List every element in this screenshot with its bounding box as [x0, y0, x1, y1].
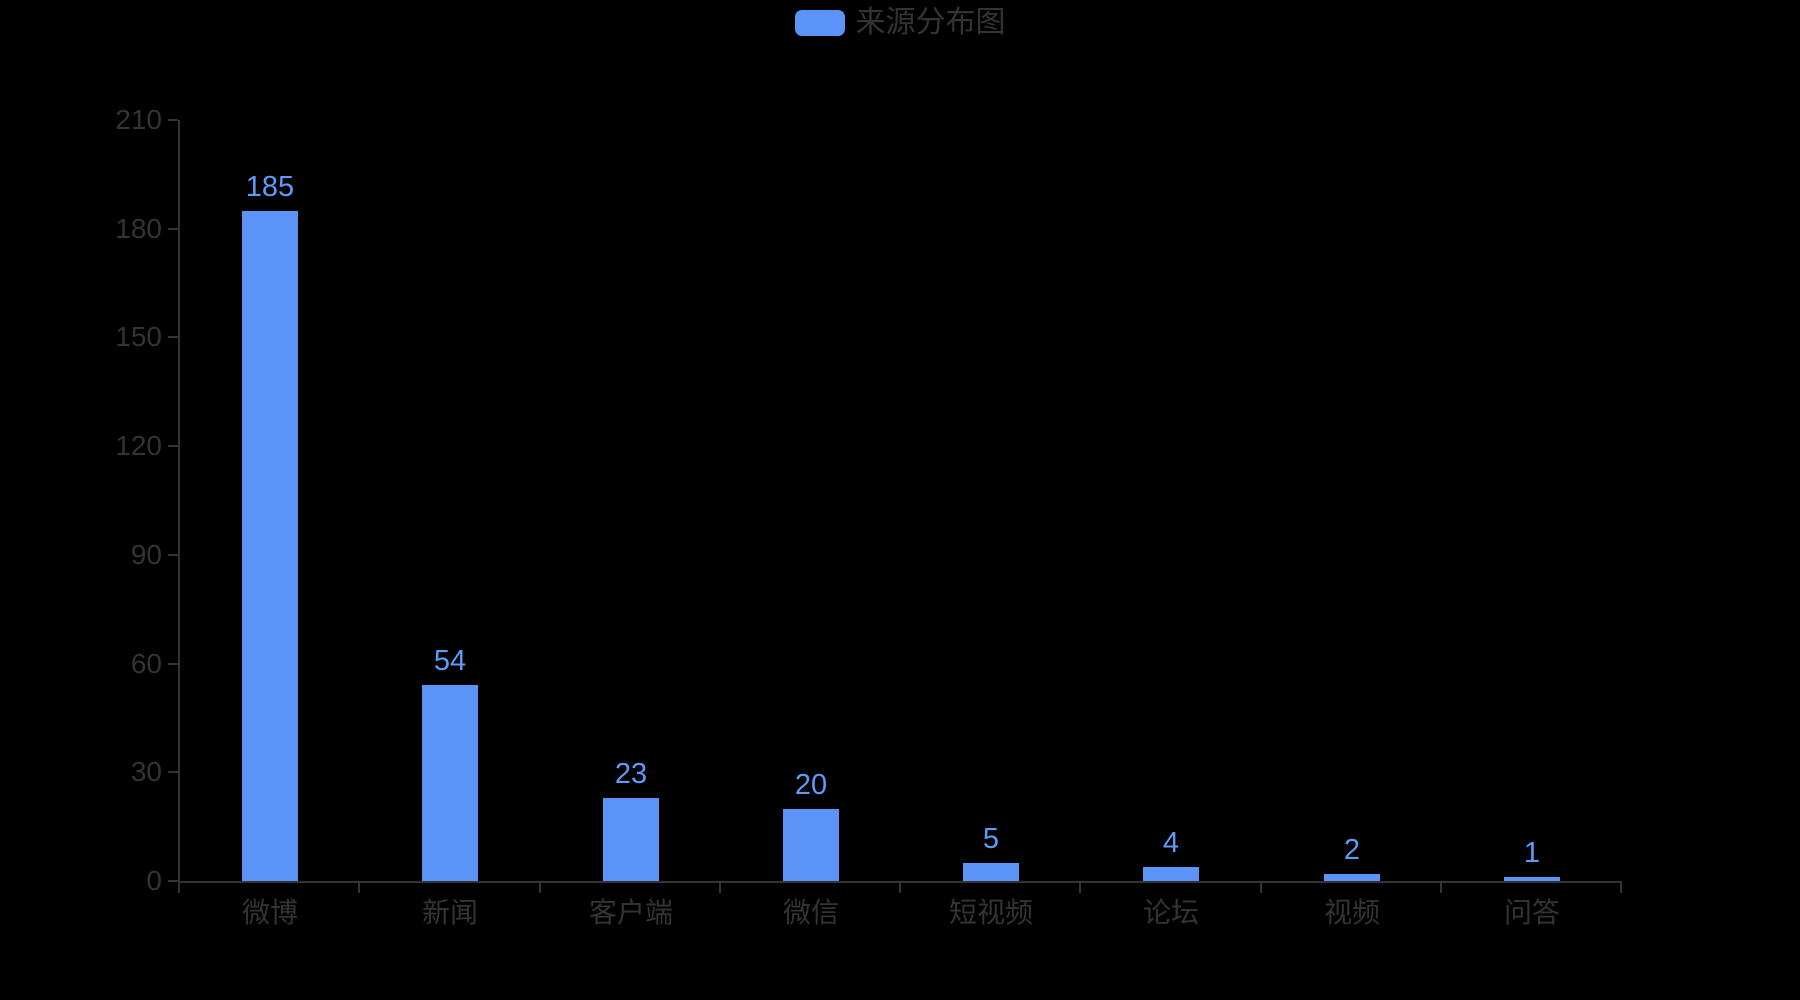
- bar[interactable]: [1504, 877, 1560, 881]
- x-category-label[interactable]: 微信: [782, 897, 839, 928]
- bar-value-label: 23: [614, 758, 648, 790]
- bar[interactable]: [242, 211, 298, 881]
- y-axis-tick-label: 150: [115, 321, 162, 353]
- x-axis-tick: [1259, 883, 1262, 893]
- bar-value-label: 5: [982, 823, 1000, 855]
- bar-value-label: 4: [1162, 827, 1180, 859]
- x-category-label[interactable]: 视频: [1323, 897, 1380, 928]
- y-axis-tick: [168, 662, 178, 665]
- bar[interactable]: [1324, 874, 1380, 881]
- bar[interactable]: [783, 809, 839, 881]
- x-category-label[interactable]: 问答: [1503, 897, 1560, 928]
- x-category-label[interactable]: 论坛: [1142, 897, 1199, 928]
- x-axis-tick: [1620, 883, 1622, 893]
- bar-value-label: 54: [433, 645, 467, 677]
- x-category-label[interactable]: 新闻: [421, 897, 478, 928]
- x-axis-tick: [538, 883, 541, 893]
- y-axis-line: [178, 120, 180, 883]
- x-axis-tick: [178, 883, 180, 893]
- y-axis-tick-label: 120: [115, 430, 162, 462]
- y-axis-tick: [168, 119, 178, 121]
- y-axis-tick-label: 90: [130, 538, 162, 570]
- x-axis-tick: [1439, 883, 1442, 893]
- y-axis-tick-label: 180: [115, 212, 162, 244]
- bar[interactable]: [1143, 867, 1199, 881]
- bar[interactable]: [422, 685, 478, 881]
- x-category-label[interactable]: 客户端: [588, 897, 673, 928]
- y-axis-tick: [168, 771, 178, 774]
- bar[interactable]: [603, 798, 659, 881]
- legend[interactable]: 来源分布图: [0, 8, 1800, 38]
- y-axis-tick-label: 210: [115, 104, 162, 135]
- bar-value-label: 1: [1523, 837, 1541, 869]
- y-axis-tick: [168, 336, 178, 339]
- y-axis-tick-label: 30: [130, 756, 162, 788]
- legend-label: 来源分布图: [855, 6, 1006, 39]
- legend-swatch-icon: [794, 10, 845, 36]
- y-axis-tick: [168, 553, 178, 556]
- y-axis-tick: [168, 227, 178, 230]
- y-axis-tick: [168, 445, 178, 448]
- x-axis-line: [178, 881, 1622, 883]
- x-axis-tick: [358, 883, 361, 893]
- x-category-label[interactable]: 短视频: [948, 897, 1033, 928]
- bar[interactable]: [963, 863, 1019, 881]
- x-axis-tick: [718, 883, 721, 893]
- bar-value-label: 20: [794, 769, 828, 801]
- y-axis-tick-label: 0: [146, 865, 162, 896]
- bar-value-label: 185: [245, 171, 295, 203]
- y-axis-tick: [168, 880, 178, 882]
- bar-value-label: 2: [1343, 834, 1361, 866]
- y-axis-tick-label: 60: [130, 647, 162, 679]
- x-axis-tick: [1079, 883, 1082, 893]
- x-axis-tick: [899, 883, 901, 893]
- x-category-label[interactable]: 微博: [241, 897, 298, 928]
